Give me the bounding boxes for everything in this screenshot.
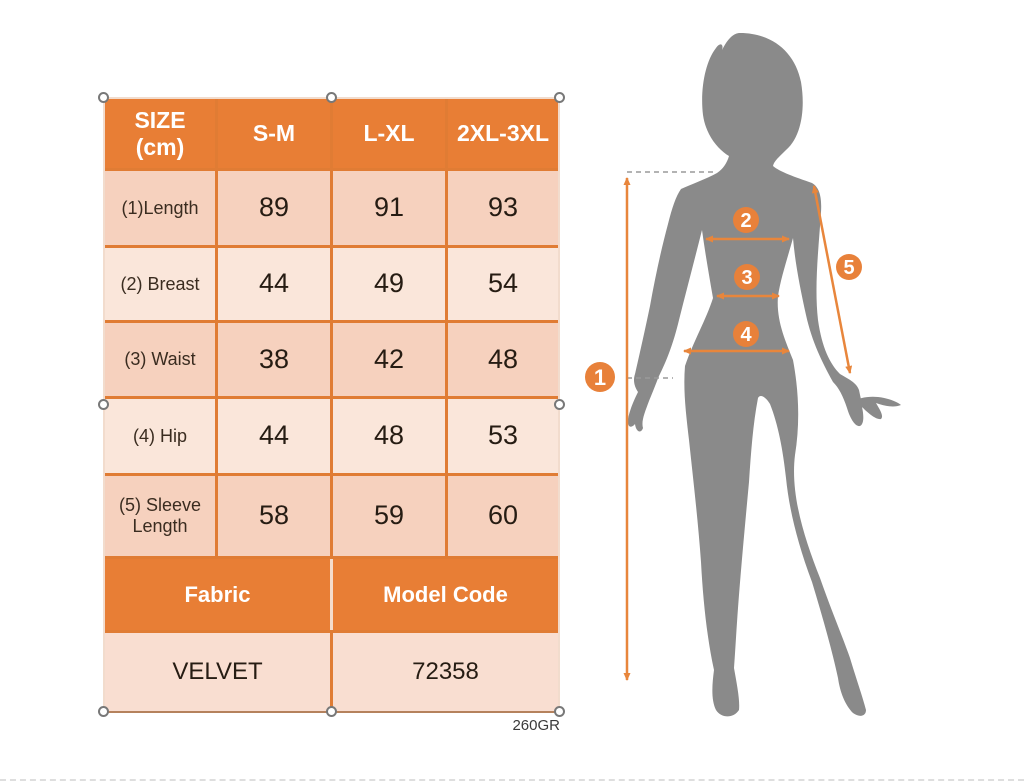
table-header-2xl-3xl: 2XL-3XL <box>448 99 558 168</box>
row-label-length: (1)Length <box>105 171 215 245</box>
table-header-l-xl: L-XL <box>333 99 445 168</box>
row-label-breast: (2) Breast <box>105 248 215 320</box>
model-code-header-label: Model Code <box>383 581 508 607</box>
hip-2xl3xl-value: 53 <box>448 399 558 473</box>
fabric-modelcode-header-band: Fabric Model Code <box>105 559 558 630</box>
hip-sm-value: 44 <box>218 399 330 473</box>
selection-handle-bottom-left[interactable] <box>98 706 109 717</box>
marker-2-number: 2 <box>740 210 751 232</box>
marker-4: 4 <box>733 321 759 347</box>
fabric-weight-note: 260GR <box>512 717 560 734</box>
breast-2xl3xl-value: 54 <box>448 248 558 320</box>
selection-handle-top-left[interactable] <box>98 92 109 103</box>
waist-2xl3xl-value: 48 <box>448 323 558 396</box>
breast-sm-value: 44 <box>218 248 330 320</box>
marker-3-number: 3 <box>741 267 752 289</box>
length-lxl-value: 91 <box>333 171 445 245</box>
fabric-modelcode-value-row: VELVET 72358 <box>105 633 558 711</box>
waist-lxl-value: 42 <box>333 323 445 396</box>
selection-handle-bottom-right[interactable] <box>554 706 565 717</box>
size-chart-table: SIZE (cm) S-M L-XL 2XL-3XL (1)Length 89 … <box>98 92 565 717</box>
marker-1-number: 1 <box>594 365 606 390</box>
table-header-size-cm: SIZE (cm) <box>105 99 215 168</box>
selection-handle-bottom-center[interactable] <box>325 706 337 717</box>
sleeve-sm-value: 58 <box>218 476 330 556</box>
marker-4-number: 4 <box>740 324 752 346</box>
marker-5: 5 <box>836 254 862 280</box>
breast-lxl-value: 49 <box>333 248 445 320</box>
band-divider <box>330 559 333 630</box>
model-code-value: 72358 <box>412 658 479 685</box>
marker-3: 3 <box>734 264 760 290</box>
waist-sm-value: 38 <box>218 323 330 396</box>
selection-handle-mid-right[interactable] <box>554 398 565 410</box>
female-silhouette <box>627 33 901 717</box>
fabric-header-label: Fabric <box>184 581 251 607</box>
hip-lxl-value: 48 <box>333 399 445 473</box>
marker-5-number: 5 <box>843 257 854 279</box>
table-header-s-m: S-M <box>218 99 330 168</box>
selection-handle-top-right[interactable] <box>554 92 565 103</box>
marker-1: 1 <box>585 362 615 392</box>
header-size-label: SIZE <box>134 107 186 134</box>
sleeve-lxl-value: 59 <box>333 476 445 556</box>
sleeve-2xl3xl-value: 60 <box>448 476 558 556</box>
sleeve-measure-arrow <box>811 185 853 374</box>
row-label-waist: (3) Waist <box>105 323 215 396</box>
row-label-sleeve-length: (5) Sleeve Length <box>105 476 215 556</box>
length-sm-value: 89 <box>218 171 330 245</box>
marker-2: 2 <box>733 207 759 233</box>
fabric-value: VELVET <box>172 658 263 685</box>
bottom-dashed-divider <box>0 779 1024 781</box>
selection-handle-top-center[interactable] <box>325 92 337 103</box>
selection-handle-mid-left[interactable] <box>98 398 109 410</box>
header-cm-label: (cm) <box>135 133 185 160</box>
row-label-hip: (4) Hip <box>105 399 215 473</box>
length-2xl3xl-value: 93 <box>448 171 558 245</box>
